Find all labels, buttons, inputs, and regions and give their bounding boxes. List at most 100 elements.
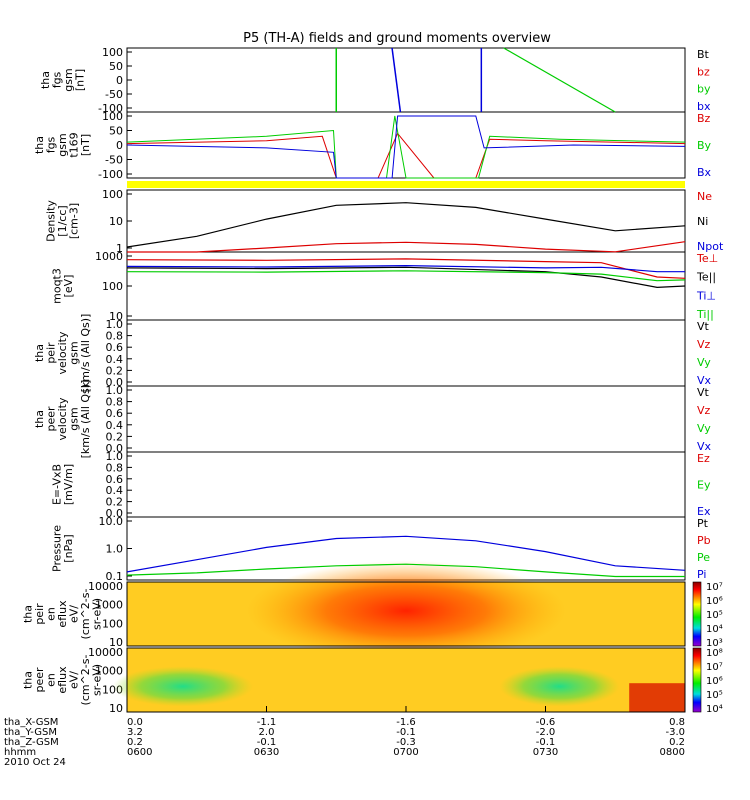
y-tick-label: 1000	[95, 665, 123, 678]
legend-entry: bz	[697, 65, 710, 78]
y-tick-label: 100	[102, 188, 123, 201]
y-tick-label: 10000	[88, 580, 123, 593]
ylabel-line: E=-VxB	[50, 464, 63, 505]
panel-temperature: moqt3[eV] 1000 100 10 Te⊥ Te|| Ti⊥ Ti||	[50, 250, 718, 323]
spectrogram-hot-band	[629, 683, 685, 712]
y-tick-label: 100	[102, 46, 123, 59]
legend-entry: Npot	[697, 240, 724, 253]
y-tick-label: 0.0	[106, 442, 124, 455]
panel-frame	[126, 319, 686, 387]
colorbar	[692, 581, 702, 647]
colorbar-tick-label: 10⁶	[706, 676, 723, 687]
panels: thafgsgsm[nT]100500-50-100Btbzbybxthafgs…	[22, 46, 724, 715]
y-tick-label: 10	[109, 636, 123, 649]
y-tick-label: -100	[98, 168, 123, 181]
ylabel-line: fgs	[45, 136, 58, 153]
row-value: 2.0	[259, 727, 275, 738]
ylabel-line: velocity	[56, 397, 69, 440]
series-Ni	[126, 202, 686, 248]
ylabel-line: Density	[45, 200, 58, 242]
ylabel-line: eV/	[68, 671, 81, 689]
y-tick-label: 1	[116, 242, 123, 255]
y-tick-label: 1.0	[106, 318, 124, 331]
y-tick-label: 100	[102, 617, 123, 630]
panel-peer-eflux: thapeerenefluxeV/(cm^2-s-sr-eV)100001000…	[22, 646, 723, 715]
row-value: 0630	[254, 747, 279, 758]
legend-entry: Ti||	[696, 308, 714, 321]
series-bx-spike	[391, 47, 402, 113]
ylabel-line: peir	[33, 603, 46, 625]
y-tick-label: 0.2	[106, 364, 124, 377]
ylabel-line: moqt3	[50, 268, 63, 304]
panel-ylabel: E=-VxB[mV/m]	[50, 464, 75, 505]
legend-entry: Pi	[697, 568, 706, 581]
ylabel-line: [nT]	[79, 134, 92, 156]
ylabel-line: gsm	[62, 68, 75, 91]
legend-entry: Ey	[697, 479, 711, 492]
row-value: 0730	[533, 747, 558, 758]
ylabel-line: tha	[39, 71, 52, 89]
y-tick-label: -50	[105, 88, 123, 101]
y-tick-label: 0.0	[106, 507, 124, 520]
y-tick-label: 10	[109, 310, 123, 323]
y-tick-label: 0.1	[106, 570, 124, 583]
y-tick-label: 0.8	[106, 330, 124, 343]
y-tick-label: 0	[116, 74, 123, 87]
panel-ylabel: thafgsgsm[nT]	[39, 68, 87, 91]
legend-entry: Vt	[697, 320, 710, 333]
y-tick-label: 0.6	[106, 341, 124, 354]
y-tick-label: 1.0	[106, 384, 124, 397]
legend-entry: Vy	[697, 356, 711, 369]
ylabel-line: [1/cc]	[56, 205, 69, 236]
legend-entry: Te⊥	[696, 252, 718, 265]
y-tick-label: 1000	[95, 250, 123, 263]
y-tick-label: 10.0	[99, 515, 124, 528]
row-value: 0.0	[127, 717, 143, 728]
ylabel-line: tha	[33, 344, 46, 362]
legend-entry: Vt	[697, 386, 710, 399]
legend-entry: Vy	[697, 422, 711, 435]
legend-entry: bx	[697, 100, 711, 113]
series-by-decay	[503, 47, 616, 113]
panel-peir-velocity: thapeirvelocitygsm[km/s (All Qs)] 1.00.80…	[33, 314, 712, 393]
row-value: 3.2	[127, 727, 143, 738]
legend-entry: By	[697, 139, 712, 152]
row-value: -1.6	[396, 717, 416, 728]
ylabel-line: [nPa]	[62, 534, 75, 562]
legend-entry: Ez	[697, 452, 710, 465]
ylabel-line: sr-eV)	[91, 664, 104, 696]
ylabel-line: gsm	[68, 407, 81, 430]
row-value: 0600	[127, 747, 152, 758]
ylabel-line: eflux	[56, 600, 69, 628]
y-tick-label: 50	[109, 60, 123, 73]
y-tick-label: 0.4	[106, 419, 124, 432]
y-tick-label: 0.4	[106, 484, 124, 497]
legend-entry: Ne	[697, 190, 712, 203]
ylabel-line: tha	[33, 136, 46, 154]
ylabel-line: [km/s (All Qs)]	[79, 380, 92, 459]
y-tick-label: 10	[109, 215, 123, 228]
ylabel-line: gsm	[56, 133, 69, 156]
legend-entry: by	[697, 83, 711, 96]
y-tick-label: 0.8	[106, 396, 124, 409]
y-tick-label: 0.2	[106, 496, 124, 509]
panel-peer-velocity: thapeervelocitygsm[km/s (All Qs)] 1.00.80…	[33, 380, 712, 459]
y-tick-label: 0.2	[106, 430, 124, 443]
y-tick-label: -50	[105, 154, 123, 167]
row-value: -3.0	[665, 727, 685, 738]
series-Ne	[127, 241, 686, 253]
series-Tiperp	[126, 264, 685, 273]
y-tick-label: 1000	[95, 599, 123, 612]
ylabel-line: [eV]	[62, 275, 75, 298]
ylabel-line: (cm^2-s-	[79, 589, 92, 640]
legend-entry: Vx	[697, 440, 712, 453]
row-value: -0.1	[396, 727, 416, 738]
colorbar-tick-label: 10⁷	[706, 662, 723, 673]
ylabel-line: gsm	[68, 341, 81, 364]
row-value: 0.8	[669, 717, 685, 728]
ylabel-line: [nT]	[73, 69, 86, 91]
row-label: hhmm	[4, 747, 36, 758]
y-tick-label: 10000	[88, 646, 123, 659]
